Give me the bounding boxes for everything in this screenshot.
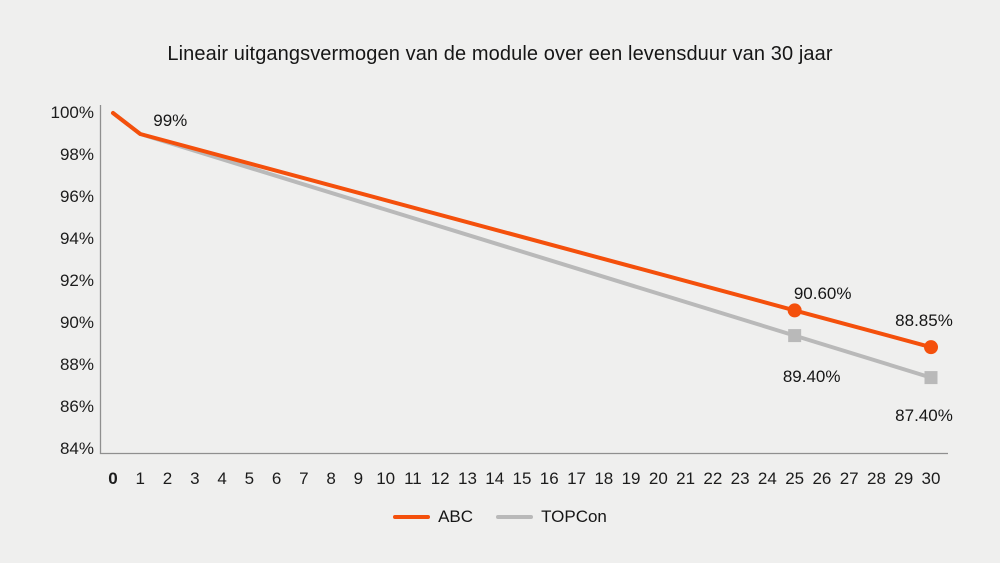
y-tick-label: 92% xyxy=(59,271,94,290)
x-tick-label: 1 xyxy=(135,469,145,488)
x-tick-label: 11 xyxy=(404,469,422,488)
x-tick-label: 22 xyxy=(703,469,723,488)
topcon-line-swatch xyxy=(496,515,534,519)
abc-line-swatch xyxy=(393,515,431,519)
x-tick-label: 29 xyxy=(894,469,914,488)
topcon-data-label: 87.40% xyxy=(895,405,953,425)
abc-marker xyxy=(924,340,938,355)
y-tick-label: 86% xyxy=(59,397,94,416)
y-tick-label: 84% xyxy=(59,439,94,458)
x-tick-label: 9 xyxy=(353,469,364,488)
x-tick-label: 25 xyxy=(785,469,805,488)
x-tick-label: 20 xyxy=(648,469,668,488)
chart-legend: ABC TOPCon xyxy=(0,507,1000,527)
topcon-data-label: 89.40% xyxy=(782,366,841,386)
abc-data-label: 99% xyxy=(153,111,188,130)
x-tick-label: 0 xyxy=(108,469,118,488)
abc-data-label: 88.85% xyxy=(895,311,953,331)
x-tick-label: 14 xyxy=(485,469,505,488)
topcon-marker xyxy=(924,371,938,385)
x-tick-label: 3 xyxy=(190,469,200,488)
x-tick-label: 23 xyxy=(730,469,750,488)
y-tick-label: 100% xyxy=(50,103,94,122)
topcon-marker xyxy=(788,329,802,343)
legend-item-topcon: TOPCon xyxy=(496,507,607,527)
abc-line xyxy=(111,111,933,350)
x-tick-label: 26 xyxy=(812,469,832,488)
x-tick-label: 10 xyxy=(376,469,396,488)
abc-marker xyxy=(787,303,802,318)
x-tick-label: 7 xyxy=(299,469,309,488)
axis-lines xyxy=(99,105,948,455)
x-tick-label: 19 xyxy=(621,469,641,488)
x-tick-label: 13 xyxy=(457,469,477,488)
x-tick-label: 30 xyxy=(921,469,941,488)
x-tick-label: 17 xyxy=(567,469,586,488)
x-tick-label: 28 xyxy=(866,469,886,488)
x-tick-label: 21 xyxy=(676,469,696,488)
x-tick-label: 5 xyxy=(244,469,255,488)
x-tick-label: 24 xyxy=(757,469,777,488)
y-tick-label: 90% xyxy=(59,313,94,332)
legend-item-abc: ABC xyxy=(393,507,473,527)
x-tick-label: 15 xyxy=(512,469,532,488)
x-tick-label: 6 xyxy=(271,469,282,488)
y-tick-label: 94% xyxy=(59,229,94,248)
chart-title: Lineair uitgangsvermogen van de module o… xyxy=(167,43,833,65)
legend-label-abc: ABC xyxy=(438,507,474,526)
x-tick-label: 27 xyxy=(839,469,859,488)
x-tick-label: 4 xyxy=(217,469,227,488)
x-tick-label: 18 xyxy=(594,469,614,488)
x-tick-label: 2 xyxy=(162,469,173,488)
legend-label-topcon: TOPCon xyxy=(541,507,607,526)
y-tick-label: 96% xyxy=(59,187,94,206)
y-tick-label: 88% xyxy=(59,355,94,374)
topcon-line xyxy=(111,111,933,380)
abc-data-label: 90.60% xyxy=(793,284,852,304)
x-tick-label: 8 xyxy=(326,469,336,488)
x-tick-label: 16 xyxy=(539,469,559,488)
x-tick-label: 12 xyxy=(430,469,450,488)
y-tick-label: 98% xyxy=(59,145,94,164)
